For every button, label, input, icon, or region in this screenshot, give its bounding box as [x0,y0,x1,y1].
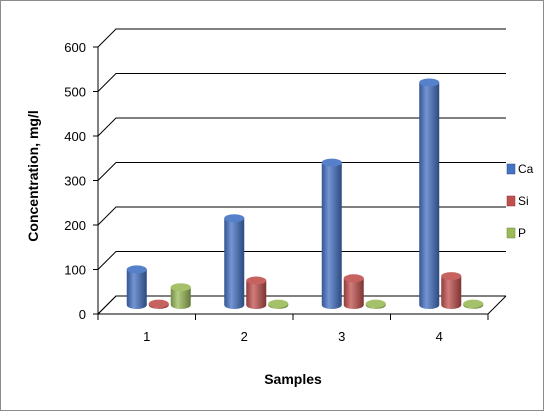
legend-swatch-P [506,227,516,239]
bar-body [441,276,462,309]
bar-Ca-2 [224,214,245,309]
bars [126,78,484,309]
bar-top [268,299,289,308]
x-tick-label: 3 [338,329,345,344]
x-tick-label: 2 [241,329,248,344]
bar-body [246,280,267,309]
bar-top [419,78,440,87]
gridline [97,28,506,48]
bar-body [343,278,364,309]
bar-top [170,283,191,292]
gridlines [97,28,506,315]
bar-body [224,218,245,309]
gridline [97,162,506,181]
x-axis-title: Samples [264,371,322,387]
bar-P-2 [268,299,289,309]
gridline [97,295,506,315]
gridline [97,251,506,270]
bar-P-4 [463,299,484,309]
bar-body [126,269,147,309]
x-tick-label: 4 [436,329,443,344]
bar-top [246,276,267,285]
bar-top [321,158,342,167]
bar-body [321,162,342,309]
bar-Si-1 [148,299,169,309]
bar-Si-4 [441,272,462,309]
y-tick-label: 0 [79,307,86,322]
bar-top [148,299,169,308]
legend: Ca Si P [506,162,534,240]
legend-swatch-Ca [506,163,516,175]
bar-body [419,82,440,309]
y-tick-label: 200 [64,218,86,233]
y-axis-title: Concentration, mg/l [25,110,41,241]
y-tick-label: 600 [64,40,86,55]
y-tick-label: 300 [64,174,86,189]
gridline [97,206,506,226]
bar-top [463,299,484,308]
y-tick-label: 500 [64,85,86,100]
bar-top [441,272,462,281]
bar-Ca-1 [126,265,147,309]
bar-Ca-3 [321,158,342,309]
y-tick-label: 400 [64,129,86,144]
y-axis-ticks: 0 100 200 300 400 500 600 [64,40,98,322]
bar-top [343,274,364,283]
legend-label-Si: Si [518,194,529,208]
bar-Si-3 [343,274,364,309]
gridline [97,117,506,137]
gridline [97,73,506,92]
legend-label-P: P [518,226,526,240]
bar-body [170,287,191,309]
bar-top [224,214,245,223]
bar-top [126,265,147,274]
bar-P-1 [170,283,191,309]
bar-P-3 [365,299,386,309]
bar-Si-2 [246,276,267,309]
bar-Ca-4 [419,78,440,309]
legend-label-Ca: Ca [518,162,534,176]
x-tick-label: 1 [143,329,150,344]
bar-top [365,299,386,308]
y-tick-label: 100 [64,263,86,278]
legend-swatch-Si [506,195,516,207]
x-axis-ticks: 1 2 3 4 [97,314,489,344]
